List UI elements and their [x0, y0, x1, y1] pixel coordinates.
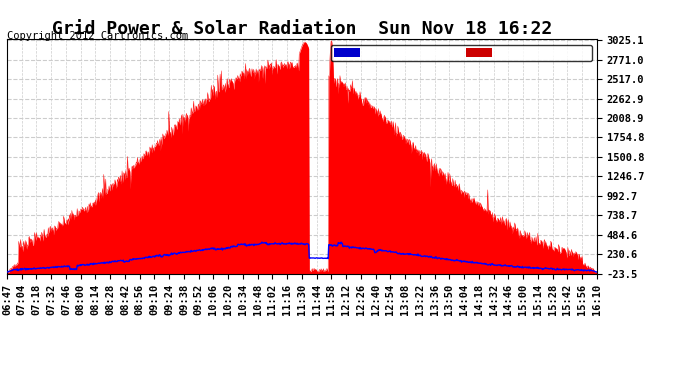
Legend: Radiation (w/m2), Grid (AC Watts): Radiation (w/m2), Grid (AC Watts)	[331, 45, 591, 61]
Title: Grid Power & Solar Radiation  Sun Nov 18 16:22: Grid Power & Solar Radiation Sun Nov 18 …	[52, 20, 552, 38]
Text: Copyright 2012 Cartronics.com: Copyright 2012 Cartronics.com	[7, 32, 188, 41]
